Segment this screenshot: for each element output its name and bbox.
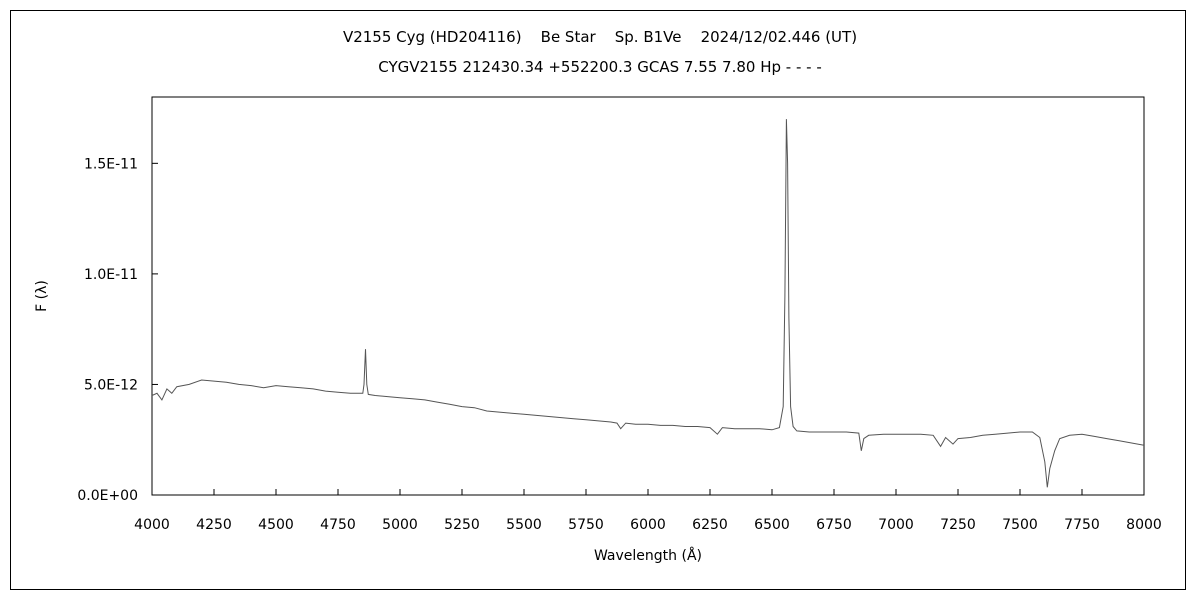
x-tick-label: 5000 [382,517,418,533]
y-tick-label: 5.0E-12 [84,377,138,393]
chart-title: V2155 Cyg (HD204116) Be Star Sp. B1Ve 20… [342,28,858,46]
x-tick-label: 7000 [878,517,914,533]
x-tick-label: 7750 [1064,517,1100,533]
x-tick-label: 5500 [506,517,542,533]
x-tick-label: 5750 [568,517,604,533]
x-tick-label: 4500 [258,517,294,533]
chart-frame [10,10,1186,590]
series-group [151,119,1145,488]
x-axis: 4000 4250 4500 4750 5000 5250 5500 5750 6000 6250… [134,489,1162,533]
x-tick-label: 6000 [630,517,666,533]
x-tick-label: 6750 [816,517,852,533]
x-axis-label: Wavelength (Å) [594,547,702,564]
x-tick-label: 5250 [444,517,480,533]
x-tick-label: 7500 [1002,517,1038,533]
x-tick-label: 6500 [754,517,790,533]
y-tick-label: 1.0E-11 [84,267,138,283]
x-tick-label: 7250 [940,517,976,533]
spectrum-line [151,119,1145,488]
y-tick-label: 1.5E-11 [84,156,138,172]
y-axis: 0.0E+00 5.0E-12 1.0E-11 1.5E-11 [77,156,158,504]
y-axis-label: F (λ) [34,280,50,312]
x-tick-label: 4750 [320,517,356,533]
chart-subtitle: CYGV2155 212430.34 +552200.3 GCAS 7.55 7… [378,58,822,76]
plot-area [151,96,1145,496]
y-tick-label: 0.0E+00 [77,488,138,504]
x-tick-label: 4000 [134,517,170,533]
x-tick-label: 6250 [692,517,728,533]
x-tick-label: 4250 [196,517,232,533]
x-tick-label: 8000 [1126,517,1162,533]
